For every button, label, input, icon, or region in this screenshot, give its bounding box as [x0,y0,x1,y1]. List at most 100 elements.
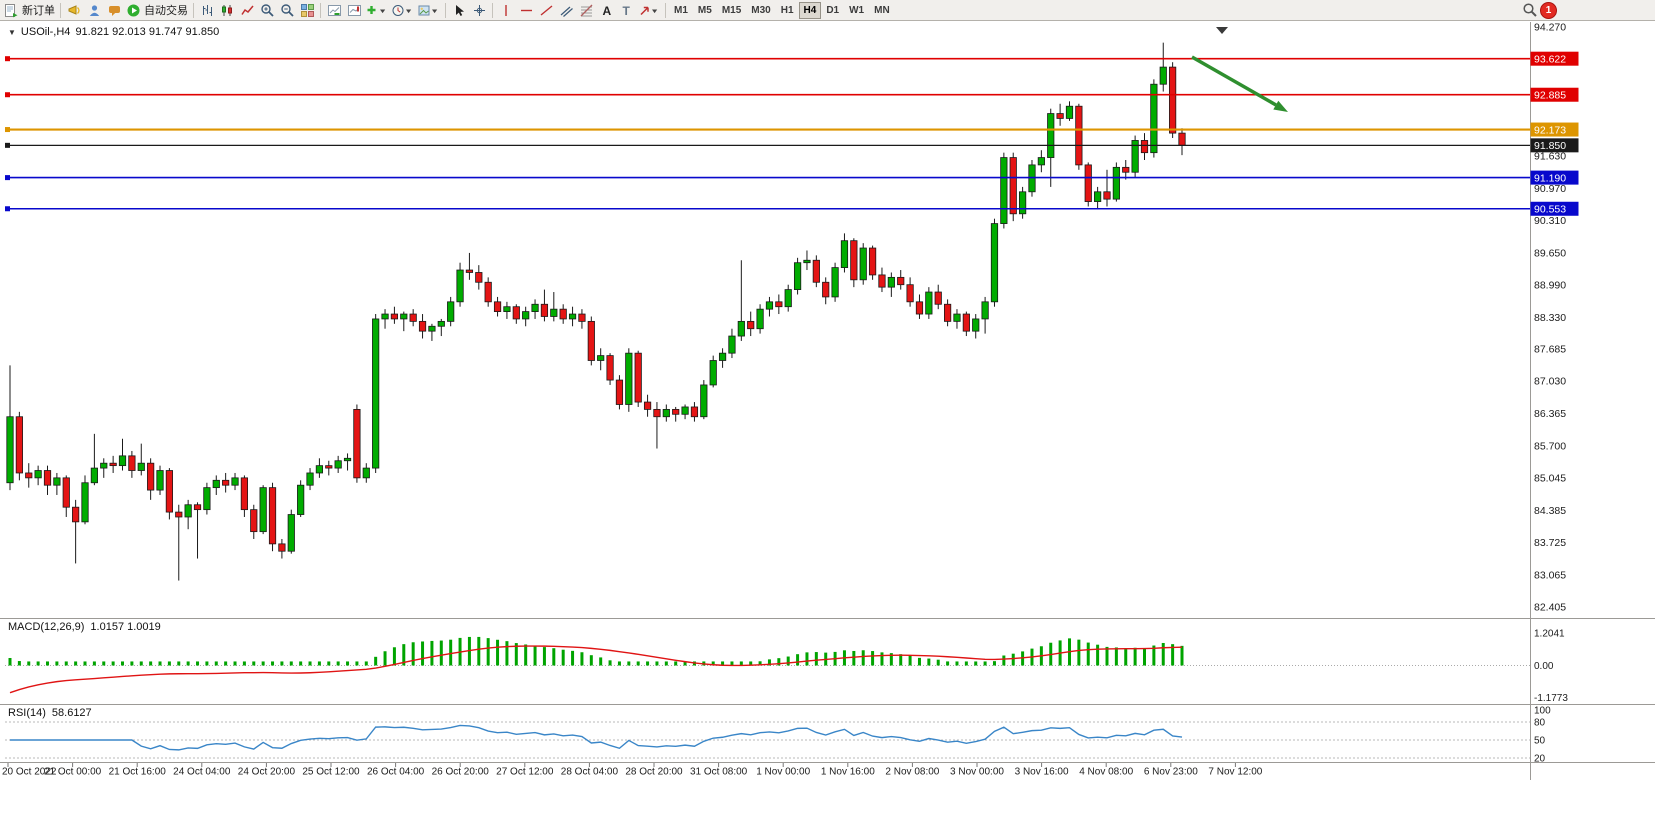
candlestick-chart-icon [221,4,232,16]
profile-button[interactable] [84,1,104,20]
arrows-button[interactable] [636,1,662,20]
candle-body [1075,105,1083,166]
cursor-button[interactable] [449,1,469,20]
x-axis-label: 4 Nov 08:00 [1079,767,1133,778]
candle-body [1178,132,1186,146]
candle-body [859,247,867,281]
candle-body [334,460,342,469]
level-handle[interactable] [5,206,10,212]
chart-shift-button[interactable] [344,1,364,20]
chat-button[interactable] [104,1,124,20]
candle-body [1122,166,1130,173]
line-chart-button[interactable] [237,1,257,20]
level-handle[interactable] [5,92,10,98]
timeframe-m30-button[interactable]: M30 [746,2,775,19]
y-axis-label: 86.365 [1534,408,1566,420]
auto-trading-button[interactable]: 自动交易 [124,1,190,20]
candle-body [962,313,970,332]
timeframe-mn-button[interactable]: MN [869,2,895,19]
x-axis-label: 28 Oct 20:00 [625,767,683,778]
add-indicator-button[interactable] [364,1,390,20]
tile-windows-button[interactable] [297,1,317,20]
candle-body [972,318,980,332]
macd-values: 1.0157 1.0019 [90,621,161,633]
candle-body [812,259,820,283]
candle-body [409,313,417,322]
price-badge-label: 92.885 [1534,90,1566,102]
candlestick-chart-button[interactable] [217,1,237,20]
timeframe-m15-button[interactable]: M15 [717,2,746,19]
zoom-in-button[interactable] [257,1,277,20]
vertical-line-button[interactable] [496,1,516,20]
rsi-values: 58.6127 [51,707,92,719]
y-axis-label: 85.700 [1534,441,1566,453]
timeframe-m1-button[interactable]: M1 [669,2,693,19]
candle-body [868,247,877,276]
candle-body [784,289,792,308]
candle-body [615,379,624,405]
level-handle[interactable] [5,175,10,181]
new-order-icon [5,3,18,17]
candle-body [456,269,464,303]
candle-body [840,240,849,268]
megaphone-button[interactable] [64,1,84,20]
one-click-toggle-icon[interactable]: ▼ [8,27,16,37]
macd-label: MACD(12,26,9) 1.0157 1.0019 [8,621,161,633]
candle-body [653,408,661,418]
crosshair-button[interactable] [469,1,489,20]
search-button[interactable] [1520,1,1540,20]
timeframe-h1-button[interactable]: H1 [776,2,799,19]
candle-body [934,291,942,305]
fibonacci-button[interactable] [576,1,596,20]
rsi-axis-label: 80 [1534,718,1546,729]
clock-icon [392,4,412,16]
search-icon [1523,3,1537,17]
timeframe-m5-button[interactable]: M5 [693,2,717,19]
candle-body [343,457,352,462]
candle-body [1037,157,1045,166]
template-button[interactable] [416,1,442,20]
period-button[interactable] [390,1,416,20]
candle-body [287,514,295,552]
x-axis-label: 27 Oct 12:00 [496,767,554,778]
candle-body [765,301,774,310]
text-label-button[interactable]: T [616,1,636,20]
candle-body [315,465,324,474]
candle-body [428,325,436,332]
level-handle[interactable] [5,127,10,133]
bar-chart-button[interactable] [197,1,217,20]
timeframe-h4-button[interactable]: H4 [798,1,822,19]
candle-body [634,352,642,403]
trendline-button[interactable] [536,1,556,20]
horizontal-line-button[interactable] [516,1,536,20]
trend-arrow[interactable] [1191,55,1277,107]
timeframe-w1-button[interactable]: W1 [844,2,869,19]
channel-button[interactable] [556,1,576,20]
trend-arrow-head[interactable] [1273,100,1288,112]
candle-body [390,313,399,320]
level-handle[interactable] [5,142,10,148]
zoom-out-button[interactable] [277,1,297,20]
x-axis-label: 6 Nov 23:00 [1144,767,1198,778]
y-axis-label: 83.065 [1534,569,1566,581]
candle-body [822,281,830,298]
candle-body [662,408,670,418]
x-axis-label: 3 Nov 16:00 [1015,767,1069,778]
price-badge-label: 91.850 [1534,140,1566,152]
chart-title: ▼ USOil-,H4 91.821 92.013 91.747 91.850 [8,26,219,38]
notification-badge[interactable]: 1 [1540,1,1557,19]
macd-signal-line [9,645,1183,694]
timeframe-d1-button[interactable]: D1 [821,2,844,19]
candle-body [587,320,595,361]
candle-body [681,406,689,415]
level-handle[interactable] [5,56,10,62]
text-button[interactable]: A [596,1,616,20]
candle-body [550,308,558,317]
shift-marker-icon[interactable] [1216,27,1228,34]
candle-body [137,462,145,471]
new-order-button[interactable]: 新订单 [2,1,57,20]
candle-body [325,465,333,469]
candle-body [6,416,14,484]
auto-scroll-button[interactable] [324,1,344,20]
